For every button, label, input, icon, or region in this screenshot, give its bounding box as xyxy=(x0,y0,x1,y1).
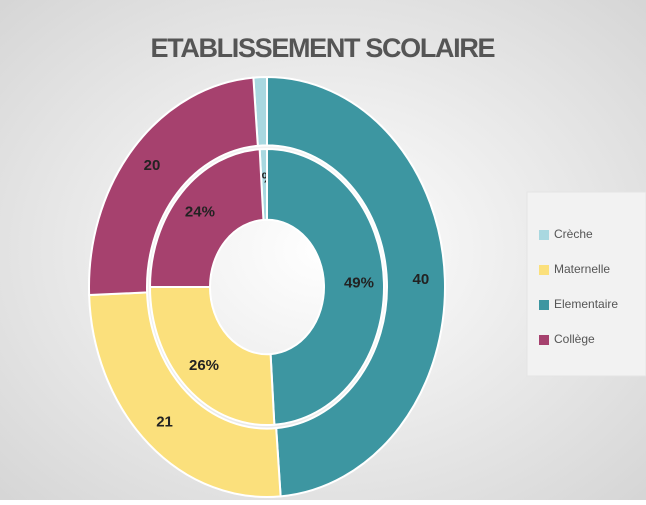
slice xyxy=(88,76,259,297)
slice xyxy=(266,147,385,426)
chart-title: ETABLISSEMENT SCOLAIRE xyxy=(151,33,496,63)
legend-label: Collège xyxy=(554,332,595,346)
legend-label: Maternelle xyxy=(554,262,610,276)
slice xyxy=(148,286,276,427)
legend-swatch xyxy=(539,335,549,345)
legend-swatch xyxy=(539,265,549,275)
data-label: 21 xyxy=(156,414,173,431)
slice xyxy=(148,148,265,288)
slice xyxy=(266,75,446,498)
data-label: 40 xyxy=(413,271,430,288)
slice xyxy=(88,291,282,498)
data-label: 26% xyxy=(189,357,219,374)
legend-label: Elementaire xyxy=(554,297,618,311)
legend: Crèche Maternelle Elementaire Collège xyxy=(526,191,646,377)
legend-label: Crèche xyxy=(554,227,593,241)
data-label: 24% xyxy=(185,204,215,221)
legend-box xyxy=(526,191,646,377)
data-label: 20 xyxy=(144,157,161,174)
data-label: 49% xyxy=(344,275,374,292)
legend-swatch xyxy=(539,230,549,240)
legend-swatch xyxy=(539,300,549,310)
